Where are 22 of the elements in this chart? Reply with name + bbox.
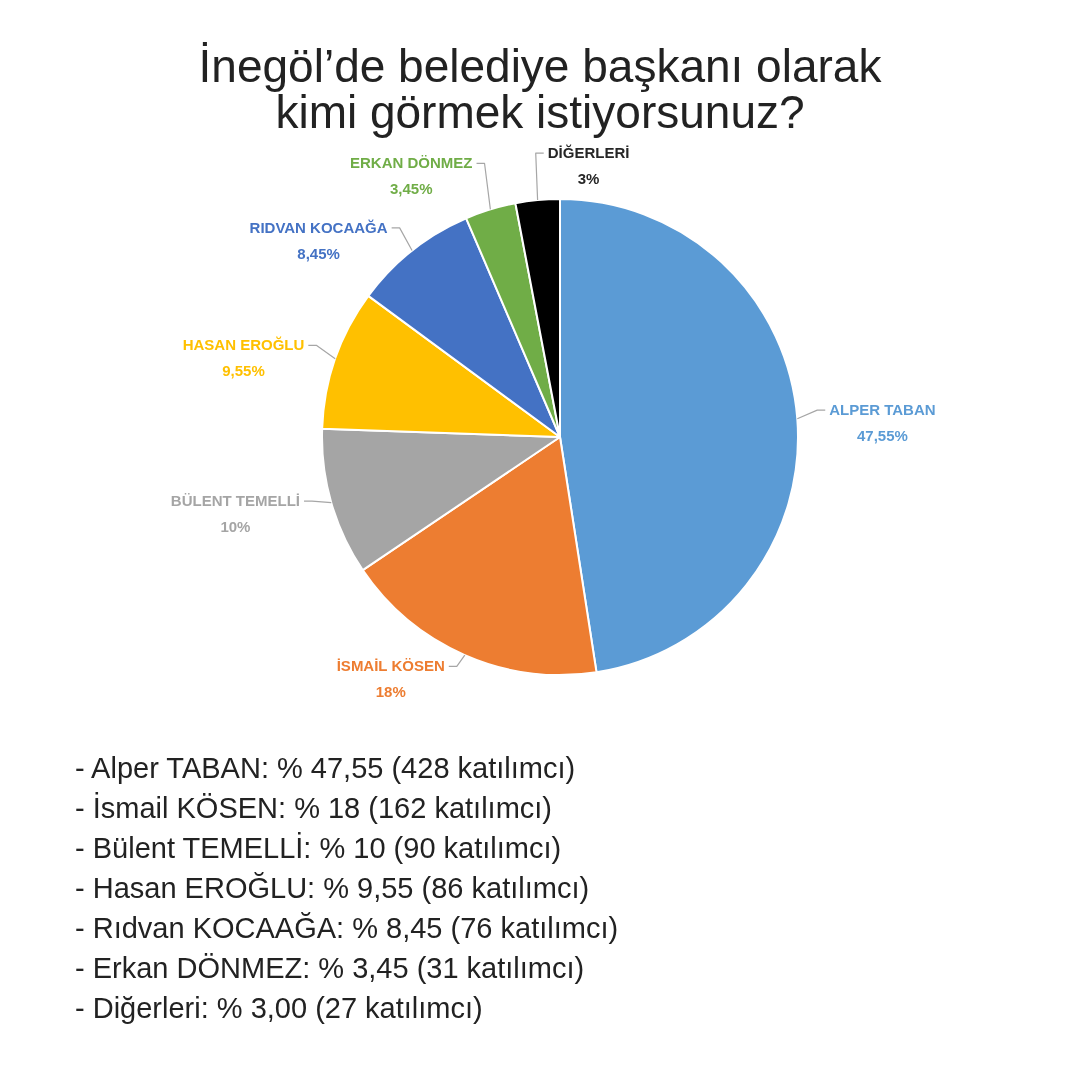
text: - Diğerleri: % 3,00 (27 katılımcı) <box>75 992 483 1024</box>
data-label: 9,55% <box>222 362 265 380</box>
text: - Bülent TEMELLİ: % 10 (90 katılımcı) <box>75 832 562 864</box>
slice-label: DİĞERLERİ <box>547 144 630 162</box>
text: - Hasan EROĞLU: % 9,55 (86 katılımcı) <box>75 872 590 904</box>
slice-label: ERKAN DÖNMEZ <box>350 154 473 172</box>
slice-label: İSMAİL KÖSEN <box>336 657 445 675</box>
data-label: 10% <box>220 518 251 536</box>
text: - Rıdvan KOCAAĞA: % 8,45 (76 katılımcı) <box>75 912 619 944</box>
data-label: 3% <box>577 170 600 188</box>
slice-label: HASAN EROĞLU <box>182 336 305 354</box>
slice-label: RIDVAN KOCAAĞA <box>249 218 388 236</box>
chart-title: İnegöl’de belediye başkanı olarak kimi görmek istiyorsunuz? <box>198 40 883 138</box>
data-label: 8,45% <box>297 244 340 262</box>
data-label: 18% <box>375 683 406 701</box>
data-label: 47,55% <box>856 427 908 445</box>
slice-label: BÜLENT TEMELLİ <box>170 492 301 510</box>
text: - Erkan DÖNMEZ: % 3,45 (31 katılımcı) <box>75 952 585 984</box>
slice-label: ALPER TABAN <box>829 401 936 419</box>
text: - İsmail KÖSEN: % 18 (162 katılımcı) <box>75 792 553 824</box>
text: - Alper TABAN: % 47,55 (428 katılımcı) <box>75 752 576 784</box>
data-label: 3,45% <box>390 180 433 198</box>
